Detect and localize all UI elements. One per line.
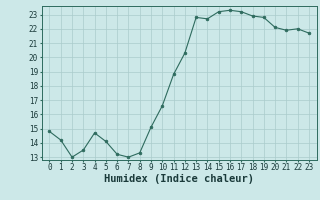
X-axis label: Humidex (Indice chaleur): Humidex (Indice chaleur) [104, 174, 254, 184]
